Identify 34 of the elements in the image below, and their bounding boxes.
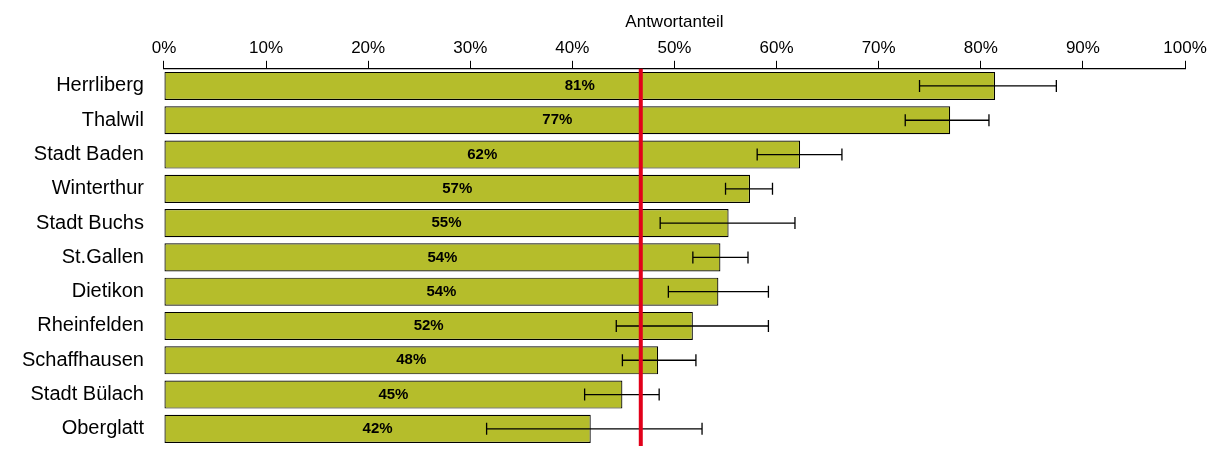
x-tick-label: 100% <box>1163 38 1207 58</box>
y-tick-label: Herrliberg <box>56 73 144 96</box>
x-tick-label: 60% <box>759 38 794 58</box>
x-tick-label: 0% <box>151 38 177 58</box>
y-tick-label: Thalwil <box>81 107 144 130</box>
data-label: 55% <box>431 213 462 231</box>
data-label: 57% <box>442 178 473 196</box>
data-label: 45% <box>378 384 409 402</box>
data-label: 77% <box>542 110 573 128</box>
y-tick-label: Stadt Baden <box>33 142 144 165</box>
data-label: 48% <box>396 350 427 368</box>
y-tick-label: Stadt Bülach <box>30 382 144 405</box>
x-tick-label: 30% <box>453 38 488 58</box>
y-tick-label: Stadt Buchs <box>36 210 144 233</box>
data-label: 42% <box>362 419 393 436</box>
y-tick-label: Winterthur <box>51 176 145 199</box>
y-tick-label: Schaffhausen <box>22 347 144 370</box>
data-label: 54% <box>426 281 457 299</box>
y-tick-label: Oberglatt <box>61 416 145 439</box>
y-tick-label: St.Gallen <box>61 244 144 267</box>
x-tick-label: 70% <box>861 38 896 58</box>
x-axis-title: Antwortanteil <box>625 11 724 31</box>
x-tick-label: 10% <box>249 38 284 58</box>
y-tick-label: Rheinfelden <box>37 313 144 336</box>
x-tick-label: 50% <box>657 38 692 58</box>
data-label: 62% <box>467 144 498 162</box>
data-label: 52% <box>413 316 444 334</box>
y-tick-label: Dietikon <box>71 279 144 302</box>
x-tick-label: 80% <box>963 38 998 58</box>
x-tick-label: 20% <box>351 38 386 58</box>
x-tick-label: 90% <box>1065 38 1100 58</box>
data-label: 54% <box>427 247 458 265</box>
x-tick-label: 40% <box>555 38 590 58</box>
data-label: 81% <box>564 76 595 94</box>
